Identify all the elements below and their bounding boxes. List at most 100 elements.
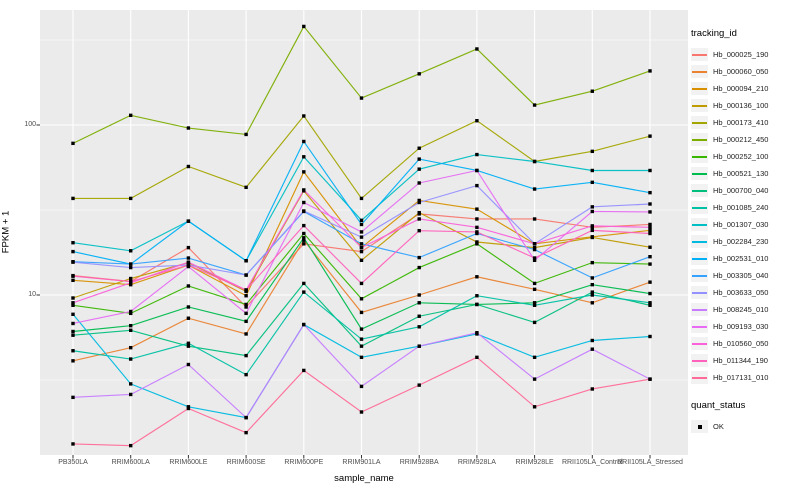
data-point-marker <box>186 245 191 250</box>
data-point-marker <box>244 311 248 316</box>
legend-line-swatch <box>692 104 707 107</box>
data-point-marker <box>417 265 421 270</box>
data-point-marker <box>129 282 133 287</box>
data-point-marker <box>186 260 191 264</box>
data-point-marker <box>532 247 537 252</box>
legend-item-Hb_000521_130: Hb_000521_130 <box>691 165 799 182</box>
data-point-marker <box>417 146 421 150</box>
legend-line-swatch <box>692 70 707 73</box>
legend-tracking-items: Hb_000025_190 Hb_000060_050 Hb_000094_210 H… <box>691 46 799 386</box>
legend-item-label: Hb_000094_210 <box>713 84 769 93</box>
x-tick-label: PB350LA <box>58 459 88 466</box>
y-tick-label: 10 <box>28 291 36 298</box>
data-point-marker <box>186 164 191 169</box>
data-point-marker <box>129 392 133 397</box>
x-tick-label: RRII105LA_Stressed <box>617 459 683 466</box>
legend-key <box>691 420 708 433</box>
legend-item-Hb_010560_050: Hb_010560_050 <box>691 335 799 352</box>
data-point-marker <box>71 349 75 353</box>
data-point-marker <box>590 338 594 343</box>
legend-item-label: Hb_000252_100 <box>713 152 769 161</box>
data-point-marker <box>129 382 133 386</box>
legend-item-Hb_000025_190: Hb_000025_190 <box>691 46 799 63</box>
data-point-marker <box>417 217 421 221</box>
data-point-marker <box>129 276 133 281</box>
legend-key <box>691 303 708 316</box>
data-point-marker <box>129 279 133 284</box>
data-point-marker <box>532 355 537 360</box>
data-point-marker <box>244 132 248 137</box>
legend-item-label: OK <box>713 422 724 431</box>
legend-line-swatch <box>692 223 707 226</box>
data-point-marker <box>532 256 537 260</box>
data-point-marker <box>359 281 364 286</box>
x-tick-label: RRIM928LA <box>457 459 496 466</box>
legend-key <box>691 201 708 214</box>
legend-item-label: Hb_001085_240 <box>713 203 769 212</box>
legend-item-label: Hb_010560_050 <box>713 339 769 348</box>
data-point-marker <box>186 219 191 223</box>
data-point-marker <box>417 210 421 215</box>
data-point-marker <box>590 301 594 305</box>
data-point-marker <box>590 387 594 391</box>
data-point-marker <box>475 331 479 335</box>
data-point-marker <box>244 415 248 420</box>
data-point-marker <box>359 258 364 262</box>
legend-key <box>691 235 708 248</box>
data-point-marker <box>590 260 594 265</box>
legend-key <box>691 252 708 265</box>
data-point-marker <box>129 249 133 253</box>
legend-line-swatch <box>692 291 707 294</box>
legend-item-Hb_011344_190: Hb_011344_190 <box>691 352 799 369</box>
legend-line-swatch <box>692 172 707 175</box>
data-point-marker <box>129 113 133 118</box>
legend-item-label: Hb_000060_050 <box>713 67 769 76</box>
data-point-marker <box>417 181 421 185</box>
data-point-marker <box>648 303 652 307</box>
data-point-marker <box>359 327 364 331</box>
data-point-marker <box>302 24 306 29</box>
data-point-marker <box>475 240 479 244</box>
data-point-marker <box>129 309 133 314</box>
legend-item-label: Hb_002531_010 <box>713 254 769 263</box>
legend-key <box>691 150 708 163</box>
data-point-marker <box>417 228 421 233</box>
data-point-marker <box>359 310 364 315</box>
data-point-marker <box>302 231 306 236</box>
data-point-marker <box>186 126 191 130</box>
data-point-marker <box>648 228 652 233</box>
legend-item-label: Hb_000700_040 <box>713 186 769 195</box>
data-point-marker <box>244 302 248 307</box>
data-point-marker <box>648 254 652 259</box>
data-point-marker <box>417 314 421 318</box>
y-tick-label: 100 <box>24 121 36 128</box>
x-tick-label: RRIM928LE <box>515 459 554 466</box>
data-point-marker <box>648 301 652 305</box>
legend-item-label: Hb_000521_130 <box>713 169 769 178</box>
data-point-marker <box>244 288 248 292</box>
data-point-marker <box>302 209 306 213</box>
legend-key <box>691 269 708 282</box>
data-point-marker <box>302 368 306 373</box>
data-point-marker <box>186 284 191 288</box>
data-point-marker <box>648 168 652 173</box>
legend-item-Hb_001307_030: Hb_001307_030 <box>691 216 799 233</box>
data-point-marker <box>590 276 594 280</box>
data-point-marker <box>359 96 364 100</box>
legend-item-label: Hb_003633_050 <box>713 288 769 297</box>
data-point-marker <box>648 280 652 284</box>
data-point-marker <box>532 405 537 409</box>
data-point-marker <box>590 180 594 185</box>
data-point-marker <box>475 152 479 157</box>
data-point-marker <box>648 291 652 296</box>
data-point-marker <box>590 205 594 209</box>
data-point-marker <box>71 274 75 278</box>
legend-item-label: Hb_001307_030 <box>713 220 769 229</box>
data-point-marker <box>475 230 479 234</box>
data-point-marker <box>590 168 594 173</box>
data-point-marker <box>186 362 191 367</box>
data-point-marker <box>129 443 133 448</box>
data-point-marker <box>71 260 75 264</box>
data-point-marker <box>359 344 364 348</box>
